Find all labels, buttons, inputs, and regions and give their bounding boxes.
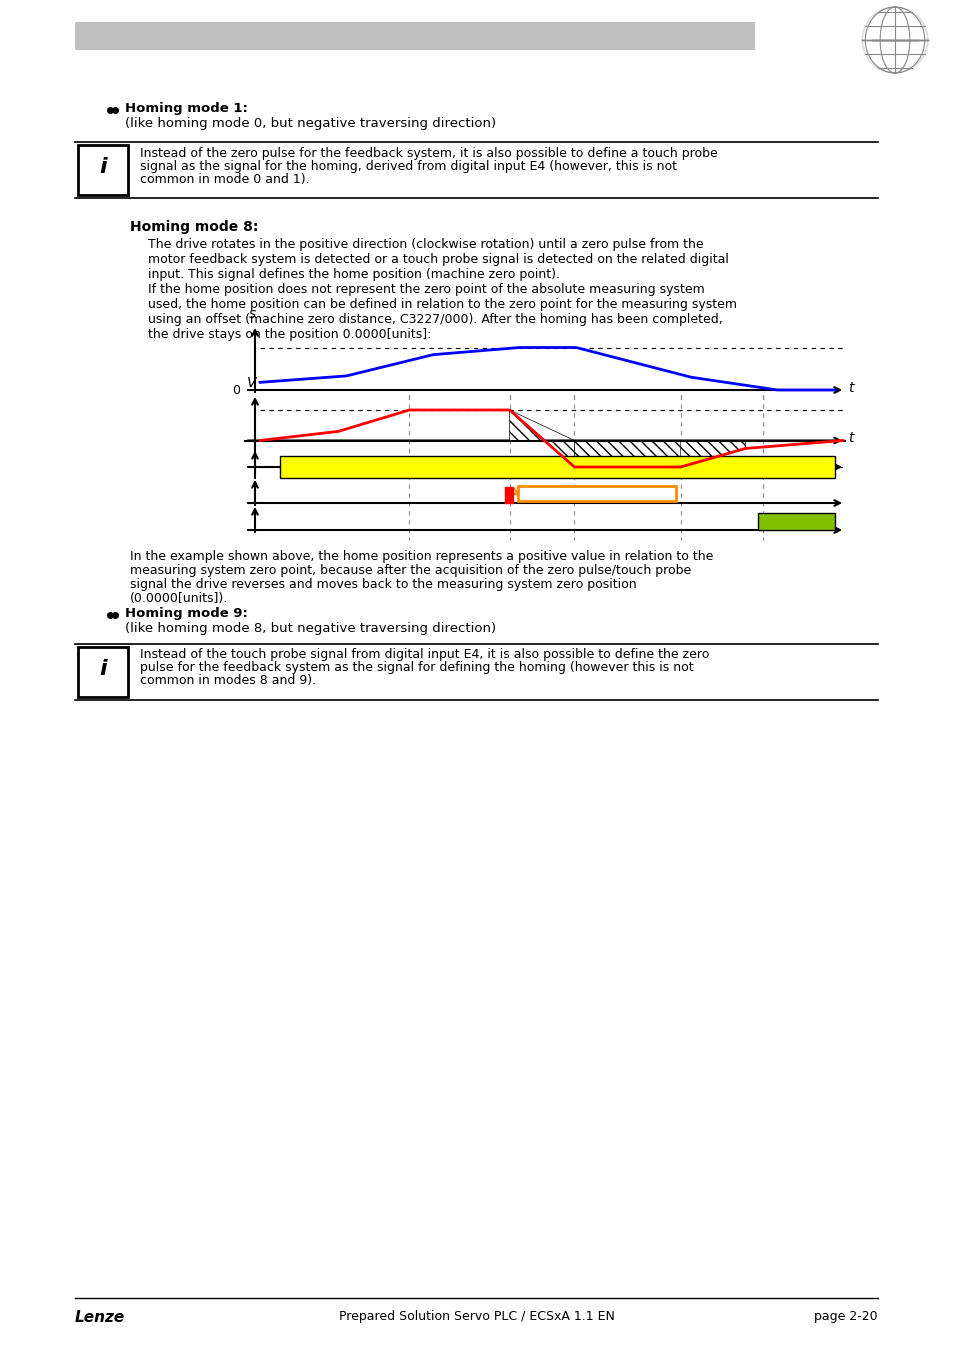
Polygon shape: [574, 440, 680, 467]
Text: Instead of the zero pulse for the feedback system, it is also possible to define: Instead of the zero pulse for the feedba…: [140, 147, 717, 161]
Text: If the home position does not represent the zero point of the absolute measuring: If the home position does not represent …: [148, 284, 704, 296]
Text: In the example shown above, the home position represents a positive value in rel: In the example shown above, the home pos…: [130, 549, 713, 563]
Bar: [280, 456, 834, 478]
Text: (0.0000[units]).: (0.0000[units]).: [130, 593, 228, 605]
Text: used, the home position can be defined in relation to the zero point for the mea: used, the home position can be defined i…: [148, 298, 737, 311]
Bar: [504, 487, 512, 504]
Bar: [758, 513, 834, 531]
Text: 0: 0: [232, 383, 240, 397]
Bar: [78, 144, 128, 194]
Text: input. This signal defines the home position (machine zero point).: input. This signal defines the home posi…: [148, 269, 559, 281]
Text: motor feedback system is detected or a touch probe signal is detected on the rel: motor feedback system is detected or a t…: [148, 252, 728, 266]
Text: common in modes 8 and 9).: common in modes 8 and 9).: [140, 674, 315, 687]
Circle shape: [862, 7, 927, 73]
Text: i: i: [99, 157, 107, 177]
Text: (like homing mode 0, but negative traversing direction): (like homing mode 0, but negative traver…: [125, 117, 496, 130]
Polygon shape: [509, 410, 574, 440]
Circle shape: [863, 9, 925, 72]
Text: The drive rotates in the positive direction (clockwise rotation) until a zero pu: The drive rotates in the positive direct…: [148, 238, 703, 251]
Text: t: t: [847, 381, 853, 396]
Text: s: s: [248, 306, 255, 321]
Text: Instead of the touch probe signal from digital input E4, it is also possible to : Instead of the touch probe signal from d…: [140, 648, 709, 662]
Bar: [78, 647, 128, 697]
Text: using an offset (machine zero distance, C3227/000). After the homing has been co: using an offset (machine zero distance, …: [148, 313, 722, 325]
Text: Homing mode 9:: Homing mode 9:: [125, 608, 248, 620]
Text: pulse for the feedback system as the signal for defining the homing (however thi: pulse for the feedback system as the sig…: [140, 662, 693, 674]
Text: (like homing mode 8, but negative traversing direction): (like homing mode 8, but negative traver…: [125, 622, 496, 634]
Text: i: i: [99, 659, 107, 679]
Polygon shape: [509, 410, 574, 467]
Polygon shape: [680, 440, 745, 467]
Bar: [75, 22, 754, 50]
Text: Prepared Solution Servo PLC / ECSxA 1.1 EN: Prepared Solution Servo PLC / ECSxA 1.1 …: [338, 1310, 615, 1323]
Text: measuring system zero point, because after the acquisition of the zero pulse/tou: measuring system zero point, because aft…: [130, 564, 691, 576]
Text: signal as the signal for the homing, derived from digital input E4 (however, thi: signal as the signal for the homing, der…: [140, 161, 677, 173]
Text: common in mode 0 and 1).: common in mode 0 and 1).: [140, 173, 310, 186]
Text: signal the drive reverses and moves back to the measuring system zero position: signal the drive reverses and moves back…: [130, 578, 636, 591]
Text: Homing mode 8:: Homing mode 8:: [130, 220, 258, 234]
Bar: [517, 486, 675, 501]
Text: t: t: [847, 432, 853, 446]
Text: Lenze: Lenze: [75, 1310, 125, 1324]
Text: page 2-20: page 2-20: [814, 1310, 877, 1323]
Text: V: V: [247, 377, 256, 390]
Text: Homing mode 1:: Homing mode 1:: [125, 103, 248, 115]
Text: the drive stays on the position 0.0000[units]:: the drive stays on the position 0.0000[u…: [148, 328, 431, 342]
